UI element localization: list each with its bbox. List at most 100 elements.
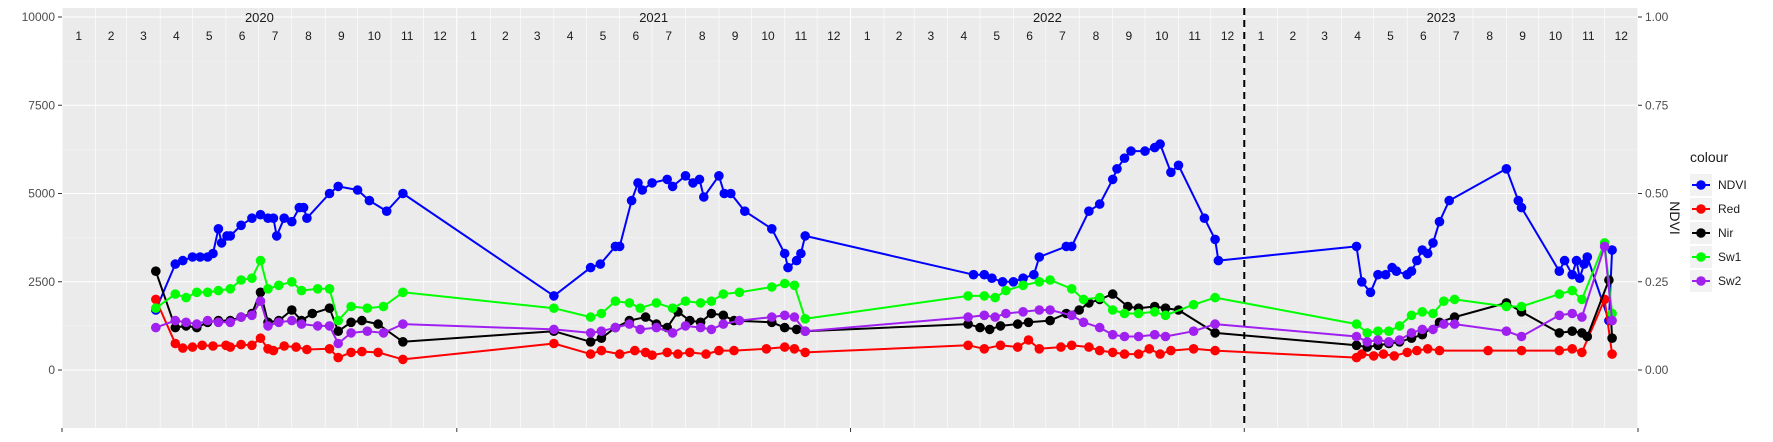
data-point-sw1	[610, 296, 621, 307]
data-point-red	[1133, 349, 1144, 359]
data-point-ndvi	[364, 195, 375, 206]
data-point-ndvi	[1034, 252, 1045, 262]
right-axis-title: NDVI	[1667, 201, 1683, 234]
data-point-red	[333, 352, 344, 363]
data-point-sw1	[362, 303, 373, 314]
data-point-ndvi	[324, 188, 335, 199]
data-point-red	[1188, 344, 1199, 354]
legend-item-sw2: Sw2	[1690, 270, 1742, 292]
month-label: 5	[206, 29, 213, 43]
data-point-sw1	[1501, 301, 1512, 312]
data-point-red	[398, 354, 408, 365]
data-point-sw2	[1384, 337, 1394, 347]
data-point-ndvi	[633, 178, 643, 188]
data-point-red	[662, 347, 672, 358]
data-point-sw1	[1394, 321, 1405, 331]
data-point-red	[1483, 345, 1493, 356]
data-point-sw2	[312, 321, 323, 331]
data-point-ndvi	[1166, 167, 1176, 178]
data-point-sw2	[255, 296, 266, 307]
data-point-red	[1434, 345, 1445, 356]
data-point-sw1	[1554, 289, 1565, 299]
data-point-red	[279, 341, 290, 351]
data-point-sw1	[706, 296, 717, 307]
left-axis-tick-label: 0	[48, 363, 55, 377]
data-point-ndvi	[178, 255, 188, 266]
right-axis-tick-label: 0.00	[1645, 363, 1669, 377]
data-point-red	[197, 340, 207, 351]
data-point-sw1	[1066, 284, 1077, 294]
right-axis-tick-label: 0.50	[1645, 187, 1669, 201]
data-point-red	[373, 347, 383, 358]
data-point-ndvi	[699, 192, 709, 202]
series-layer	[151, 139, 1617, 365]
data-point-ndvi	[170, 259, 181, 269]
data-point-red	[647, 350, 657, 361]
data-point-sw1	[1577, 294, 1587, 305]
month-label: 6	[633, 29, 640, 43]
data-point-red	[1402, 347, 1412, 358]
left-axis-tick-label: 10000	[22, 10, 56, 24]
data-point-sw2	[990, 312, 1000, 322]
data-point-nir	[1160, 303, 1171, 314]
data-point-ndvi	[1391, 266, 1402, 277]
data-point-nir	[984, 324, 995, 335]
data-point-sw1	[1210, 292, 1220, 303]
legend-key-point	[1696, 180, 1706, 190]
data-point-ndvi	[1554, 266, 1565, 277]
data-point-ndvi	[1365, 287, 1376, 298]
month-label: 10	[761, 29, 775, 43]
data-point-sw2	[213, 317, 224, 328]
month-label: 5	[993, 29, 1000, 43]
month-label: 3	[928, 29, 935, 43]
data-point-nir	[151, 266, 161, 277]
data-point-ndvi	[225, 231, 236, 241]
data-point-sw1	[1160, 310, 1171, 321]
data-point-nir	[975, 322, 985, 333]
data-point-nir	[1045, 315, 1055, 326]
data-point-red	[170, 338, 181, 349]
data-point-sw2	[1439, 319, 1449, 329]
legend-item-nir: Nir	[1690, 222, 1733, 244]
data-point-red	[614, 349, 625, 359]
right-axis-tick-label: 1.00	[1645, 10, 1669, 24]
data-point-sw2	[1078, 317, 1089, 328]
data-point-sw1	[1384, 326, 1394, 337]
data-point-sw1	[378, 301, 389, 312]
month-label: 6	[239, 29, 246, 43]
data-point-sw2	[734, 315, 745, 326]
data-point-ndvi	[271, 231, 282, 241]
data-point-sw2	[624, 319, 635, 329]
data-point-sw1	[695, 298, 706, 308]
data-point-nir	[346, 317, 356, 328]
data-point-sw2	[1373, 335, 1383, 345]
data-point-sw2	[779, 310, 790, 321]
data-point-sw2	[1607, 315, 1617, 326]
data-point-sw2	[1501, 326, 1512, 337]
data-point-sw1	[767, 282, 777, 292]
data-point-nir	[963, 319, 973, 329]
data-point-ndvi	[1210, 234, 1220, 245]
data-point-red	[1034, 344, 1045, 354]
data-point-sw2	[800, 326, 810, 337]
data-point-sw1	[213, 285, 224, 296]
data-point-red	[995, 340, 1006, 351]
data-point-sw2	[706, 324, 717, 335]
data-point-red	[1094, 345, 1105, 356]
month-label: 9	[338, 29, 345, 43]
data-point-sw2	[1066, 310, 1077, 321]
month-label: 9	[732, 29, 739, 43]
data-point-ndvi	[236, 220, 246, 231]
data-point-sw1	[596, 308, 607, 319]
data-point-ndvi	[1066, 241, 1077, 252]
data-point-red	[1023, 335, 1034, 345]
data-point-ndvi	[647, 178, 657, 188]
month-label: 6	[1026, 29, 1033, 43]
data-point-sw1	[225, 284, 236, 294]
data-point-sw2	[333, 338, 344, 349]
data-point-nir	[1023, 317, 1034, 328]
data-point-sw1	[734, 287, 745, 298]
month-label: 11	[401, 29, 414, 43]
data-point-ndvi	[302, 213, 312, 223]
data-point-sw1	[1362, 328, 1372, 338]
